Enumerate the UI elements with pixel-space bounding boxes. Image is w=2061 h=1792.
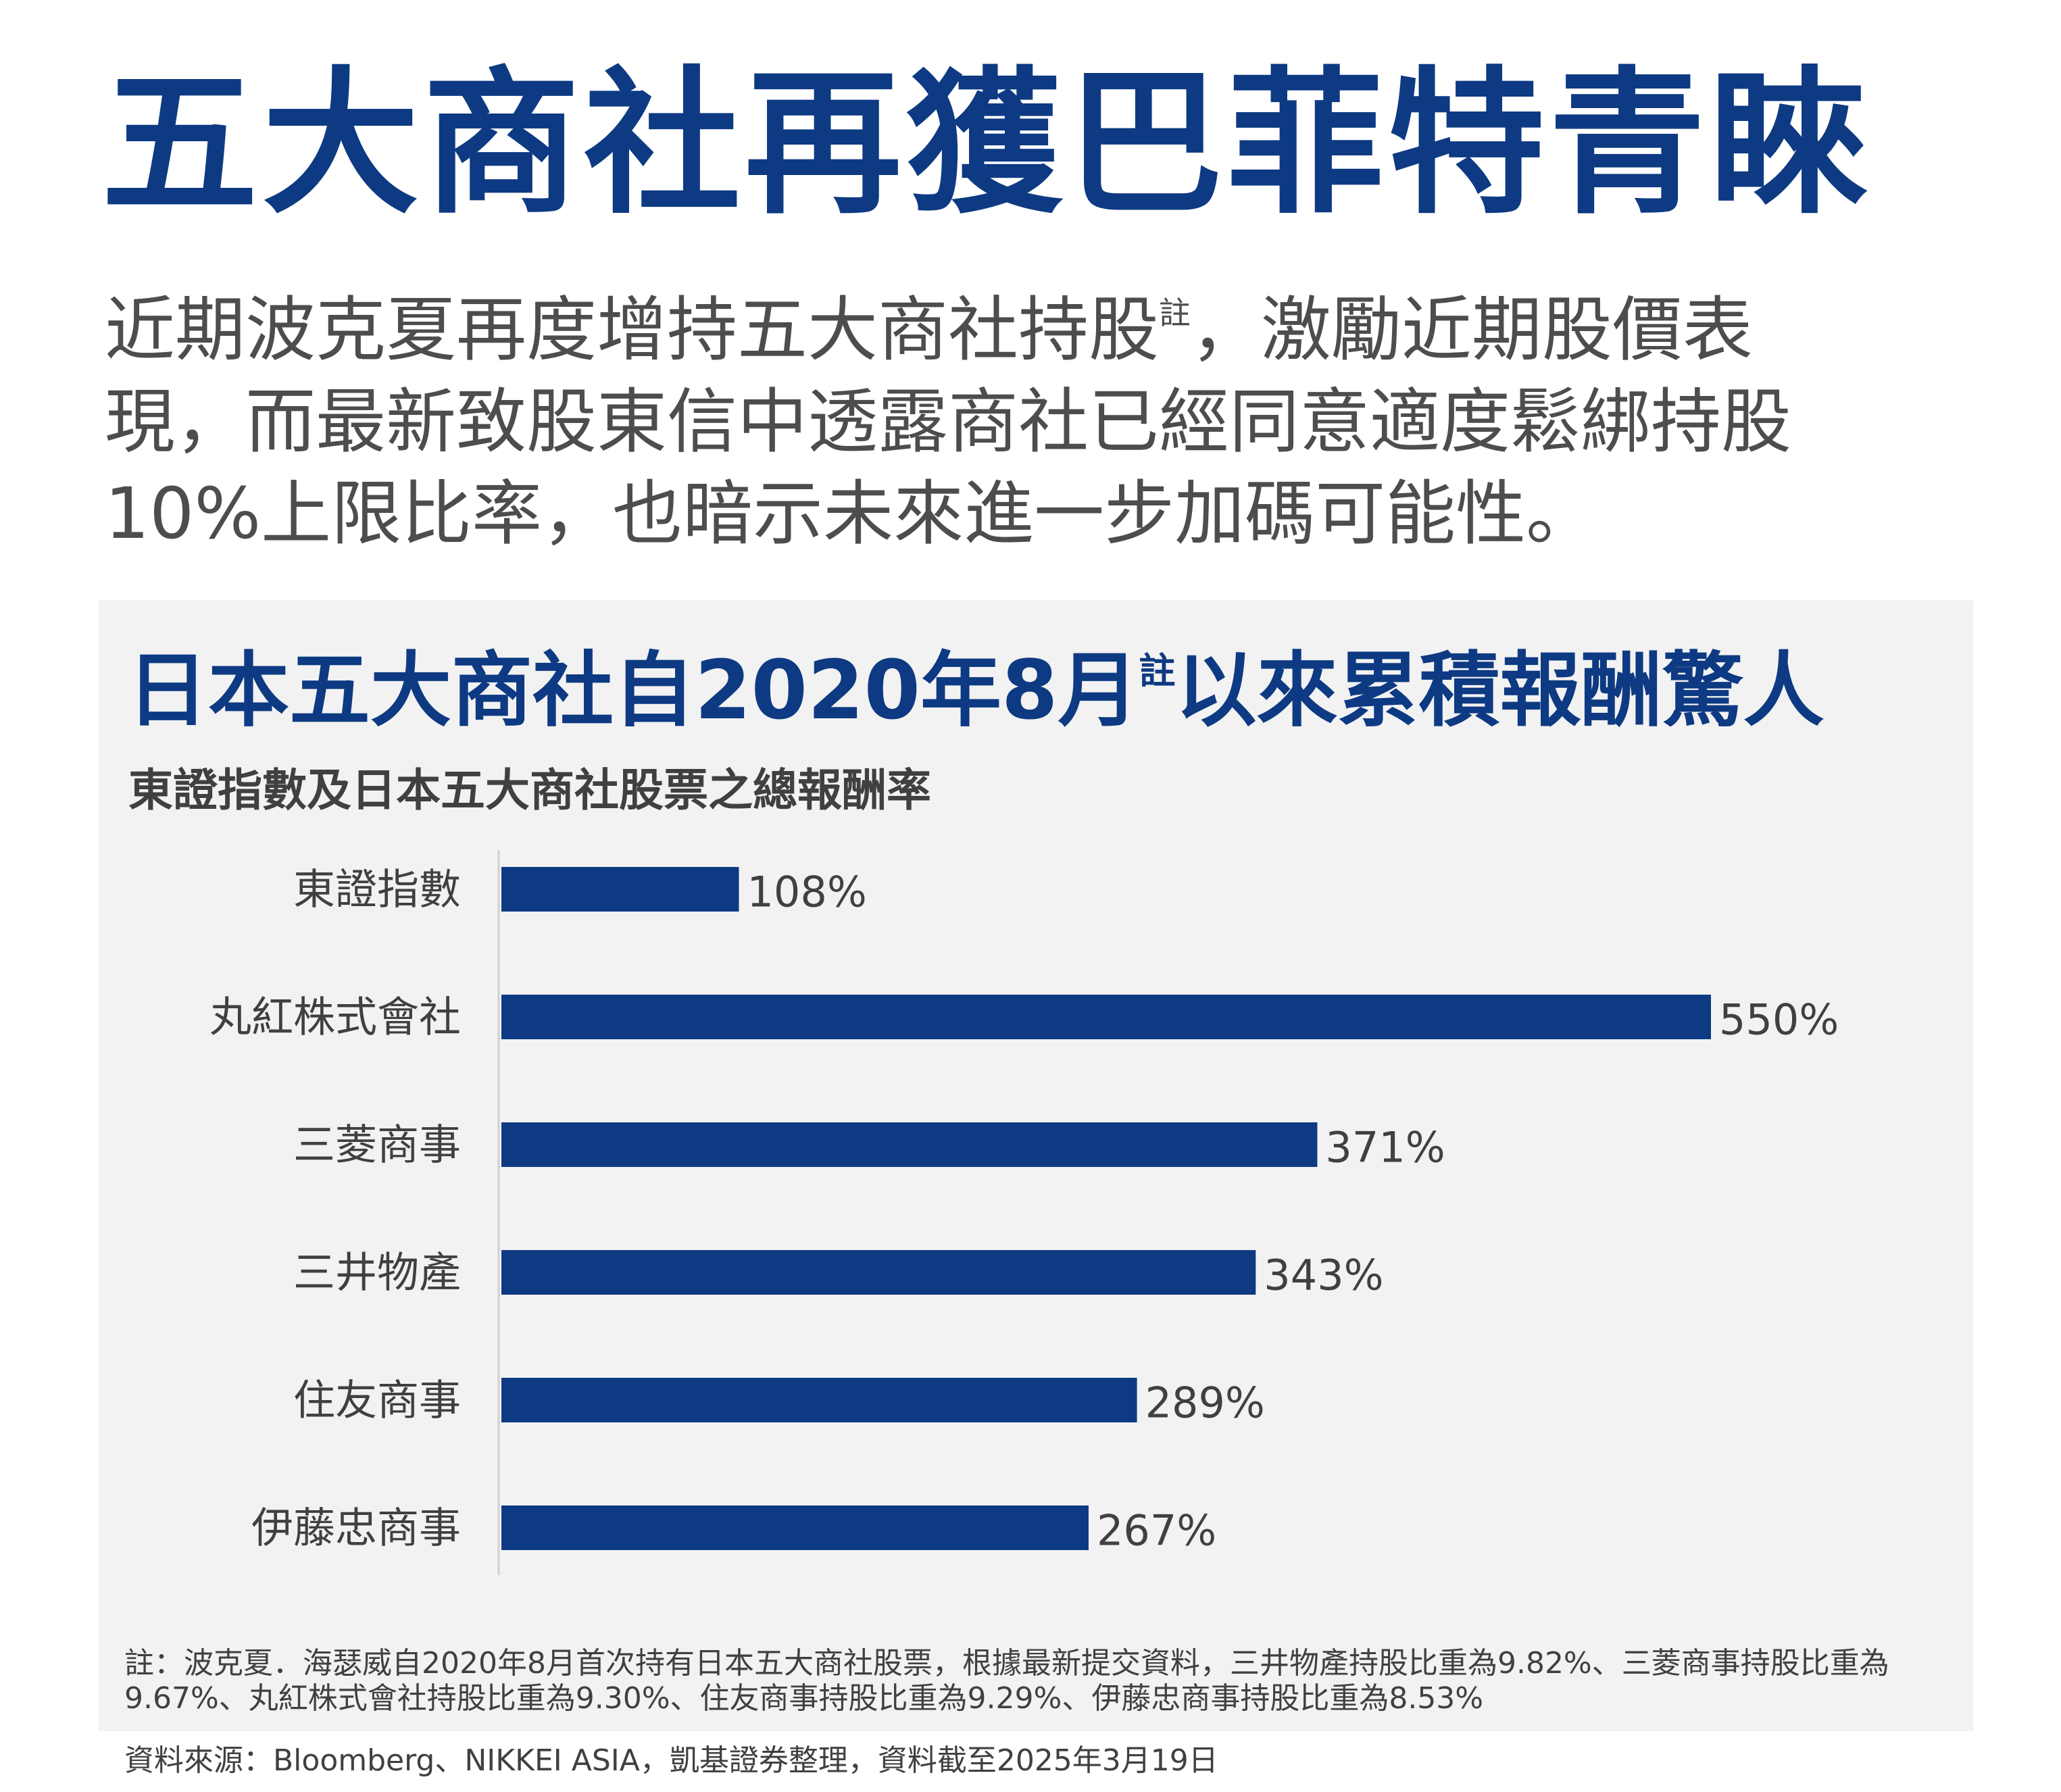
category-label: 三菱商事 (293, 1120, 461, 1170)
data-source: 資料來源：Bloomberg、NIKKEI ASIA，凱基證券整理，資料截至20… (124, 1743, 1218, 1778)
intro-line-3: 10%上限比率，也暗示未來進一步加碼可能性。 (105, 472, 1597, 555)
chart-subtitle: 東證指數及日本五大商社股票之總報酬率 (128, 764, 931, 816)
value-label: 343% (1264, 1251, 1383, 1300)
bar (501, 867, 739, 912)
chart-panel: 日本五大商社自2020年8月註以來累積報酬驚人 東證指數及日本五大商社股票之總報… (99, 600, 1973, 1731)
category-label: 東證指數 (293, 865, 461, 914)
headline: 五大商社再獲巴菲特青睞 (101, 53, 1871, 235)
intro-paragraph: 近期波克夏再度增持五大商社持股註，激勵近期股價表 現，而最新致股東信中透露商社已… (105, 284, 1997, 559)
value-label: 108% (747, 868, 866, 917)
chart-title-text: 日本五大商社自2020年8月 (127, 644, 1139, 738)
category-label: 丸紅株式會社 (209, 993, 461, 1042)
intro-line-2: 現，而最新致股東信中透露商社已經同意適度鬆綁持股 (105, 380, 1792, 463)
value-label: 289% (1145, 1378, 1265, 1428)
bar (501, 1250, 1256, 1295)
intro-note-mark: 註 (1159, 295, 1191, 332)
bar (501, 1122, 1318, 1167)
bar (501, 1505, 1089, 1550)
value-label: 550% (1719, 995, 1839, 1045)
intro-line-1-rest: ，激勵近期股價表 (1190, 289, 1753, 371)
intro-line-1-text: 近期波克夏再度增持五大商社持股 (105, 289, 1160, 371)
intro-line-1: 近期波克夏再度增持五大商社持股註，激勵近期股價表 (105, 284, 1997, 376)
category-label: 住友商事 (293, 1376, 461, 1425)
category-label: 伊藤忠商事 (251, 1503, 461, 1553)
chart-title: 日本五大商社自2020年8月註以來累積報酬驚人 (127, 641, 1824, 742)
value-label: 371% (1325, 1123, 1445, 1172)
chart-footnote: 註：波克夏．海瑟威自2020年8月首次持有日本五大商社股票，根據最新提交資料，三… (124, 1646, 1889, 1716)
category-label: 三井物產 (293, 1248, 461, 1297)
bar (501, 1378, 1137, 1422)
bar-chart: 東證指數 108% 丸紅株式會社 550% 三菱商事 371% 三井物產 343% 住友商事 28… (209, 850, 1839, 1575)
chart-title-rest: 以來累積報酬驚人 (1175, 644, 1824, 738)
value-label: 267% (1097, 1506, 1216, 1555)
chart-title-note-mark: 註 (1139, 649, 1176, 693)
bar (501, 995, 1711, 1039)
